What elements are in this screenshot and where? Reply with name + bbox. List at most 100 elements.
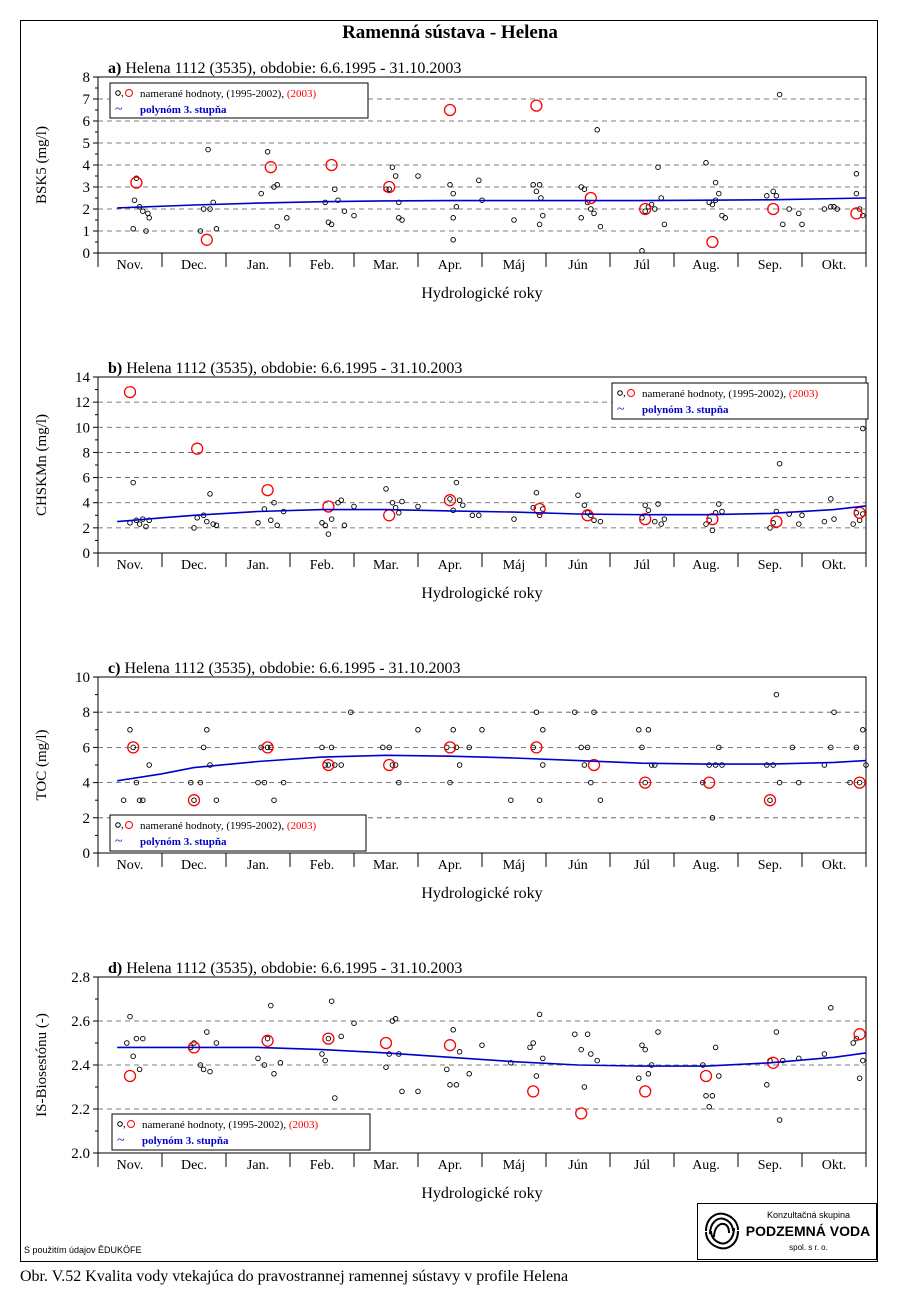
data-point (856, 1075, 863, 1081)
x-tick-label: Máj (503, 558, 526, 573)
data-point (821, 1051, 828, 1057)
data-point (332, 1095, 338, 1101)
data-point (453, 479, 460, 486)
data-point (197, 779, 204, 786)
legend-measured-text: namerané hodnoty, (1995-2002), (140, 820, 287, 832)
figure-caption: Obr. V.52 Kvalita vody vtekajúca do prav… (20, 1268, 569, 1285)
data-point (706, 762, 712, 768)
panel-label: a) (108, 60, 125, 77)
data-point-2003 (443, 103, 457, 117)
data-point (796, 210, 802, 217)
data-point (456, 762, 463, 768)
y-tick-label: 2 (83, 202, 91, 218)
data-point (655, 1029, 661, 1035)
data-point (389, 499, 396, 506)
x-tick-label: Júl (634, 1158, 650, 1173)
data-point (204, 518, 210, 525)
data-point (767, 525, 773, 531)
y-tick-label: 4 (83, 496, 91, 512)
y-tick-label: 8 (83, 705, 91, 721)
data-point (124, 1040, 130, 1046)
data-point-2003 (187, 794, 201, 807)
x-tick-label: Máj (503, 858, 526, 873)
data-point (261, 1062, 268, 1068)
data-point (261, 779, 268, 786)
x-tick-label: Nov. (117, 1158, 144, 1173)
data-point (856, 206, 863, 212)
data-point (271, 1071, 277, 1077)
data-point (860, 727, 866, 733)
data-point (853, 744, 860, 751)
data-point-2003 (763, 794, 777, 807)
data-point (533, 1073, 540, 1079)
data-point (578, 215, 584, 221)
panel-title-text: Helena 1112 (3535), obdobie: 6.6.1995 - … (126, 360, 462, 377)
panel-title: d) Helena 1112 (3535), obdobie: 6.6.1995… (108, 960, 462, 977)
data-point (351, 503, 357, 510)
y-tick-label: 14 (75, 370, 91, 386)
legend-marker-measured (115, 90, 121, 96)
y-tick-label: 4 (83, 158, 91, 174)
data-point (591, 517, 597, 524)
x-tick-label: Feb. (310, 258, 335, 273)
data-point (383, 486, 389, 492)
data-point (588, 206, 594, 212)
data-point (770, 762, 776, 768)
x-tick-label: Jan. (247, 558, 269, 573)
data-point (255, 779, 261, 786)
data-point (588, 779, 594, 786)
y-tick-label: 2.6 (71, 1014, 90, 1030)
data-point (456, 497, 463, 503)
data-point (706, 1104, 712, 1110)
x-tick-label: Apr. (438, 258, 463, 273)
y-tick-label: 6 (83, 471, 91, 487)
data-point (831, 516, 837, 522)
x-tick-label: Júl (634, 858, 650, 873)
data-point (453, 204, 460, 210)
x-tick-label: Feb. (310, 558, 335, 573)
panel-title: b) Helena 1112 (3535), obdobie: 6.6.1995… (108, 360, 462, 377)
data-point (716, 190, 722, 197)
legend-measured-text: namerané hodnoty, (1995-2002), (642, 388, 789, 400)
data-point (850, 1040, 856, 1046)
data-point (213, 1040, 220, 1046)
x-tick-label: Jún (568, 1158, 587, 1173)
data-point (328, 221, 335, 228)
data-point (716, 744, 722, 751)
data-point (581, 186, 588, 192)
data-point-2003 (581, 509, 594, 522)
data-point (447, 182, 453, 188)
legend: , namerané hodnoty, (1995-2002), (2003) ~ p… (611, 382, 869, 420)
data-point (188, 779, 194, 786)
data-point (133, 1035, 140, 1042)
data-point (130, 1053, 136, 1059)
data-point (773, 1029, 780, 1035)
data-point (143, 228, 149, 234)
data-point (530, 504, 536, 511)
data-point (773, 193, 780, 199)
data-point (255, 520, 261, 526)
x-tick-label: Júl (634, 258, 650, 273)
data-point (642, 779, 648, 786)
data-point (348, 709, 354, 715)
data-point (700, 779, 706, 786)
data-point (642, 208, 648, 214)
data-point (540, 762, 546, 768)
data-point (450, 727, 456, 733)
data-point-2003 (379, 1036, 393, 1050)
data-point (325, 762, 332, 768)
data-point-2003 (530, 99, 543, 112)
legend-poly-label: polynóm 3. stupňa (142, 1135, 229, 1147)
x-axis-label: Hydrologické roky (421, 285, 542, 302)
data-point (636, 727, 642, 733)
legend-marker-measured (115, 822, 121, 828)
data-point (703, 521, 709, 527)
data-point (796, 779, 802, 786)
data-point (380, 744, 386, 751)
x-tick-label: Dec. (181, 1158, 207, 1173)
data-point (341, 522, 348, 529)
data-point-2003 (853, 776, 866, 789)
data-point (133, 779, 140, 786)
data-point-2003 (191, 442, 204, 455)
data-point (146, 762, 152, 768)
